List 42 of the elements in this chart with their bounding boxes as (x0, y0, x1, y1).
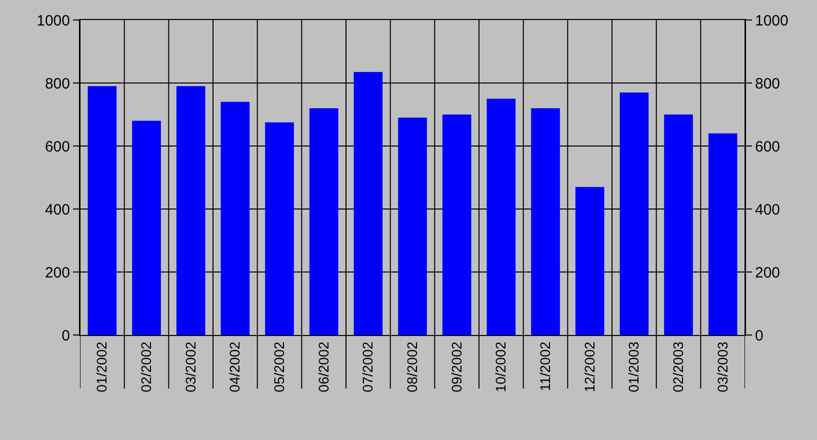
y2-tick-label: 800 (755, 75, 780, 92)
x-tick-label: 02/2002 (138, 341, 154, 392)
bar (620, 92, 649, 335)
bar (220, 102, 250, 335)
bar (664, 114, 693, 335)
bar (398, 118, 427, 335)
bar (531, 108, 560, 335)
bar (575, 186, 604, 335)
x-tick-label: 01/2003 (626, 341, 642, 392)
x-tick-label: 05/2002 (271, 341, 288, 392)
x-tick-label: 06/2002 (315, 341, 332, 392)
bar (176, 86, 206, 335)
bar (486, 98, 516, 335)
y2-tick-label: 0 (755, 327, 764, 344)
bar (354, 72, 383, 335)
x-tick-label: 04/2002 (226, 341, 243, 392)
x-tick-label: 03/2002 (182, 341, 198, 392)
x-tick-label: 08/2002 (404, 341, 420, 392)
y2-tick-label: 200 (755, 264, 780, 282)
y2-tick-label: 1000 (755, 12, 788, 30)
bar (708, 133, 738, 335)
bar (265, 122, 294, 335)
bar (132, 120, 161, 335)
y-tick-label: 400 (44, 201, 70, 218)
x-tick-label: 03/2003 (714, 341, 730, 392)
y-tick-label: 800 (44, 75, 70, 92)
y-tick-label: 0 (62, 327, 70, 344)
bar (442, 114, 472, 335)
x-tick-label: 01/2002 (94, 341, 110, 392)
x-tick-label: 07/2002 (360, 341, 376, 392)
y-tick-label: 200 (44, 264, 70, 282)
x-tick-label: 10/2002 (492, 341, 509, 392)
bar (309, 108, 338, 335)
x-tick-label: 11/2002 (537, 341, 554, 392)
y-tick-label: 1000 (36, 12, 70, 30)
y-tick-label: 600 (44, 138, 70, 156)
y2-tick-label: 400 (755, 201, 780, 218)
x-tick-label: 12/2002 (581, 341, 598, 392)
bar (88, 86, 117, 335)
x-tick-label: 02/2003 (670, 341, 686, 392)
y2-tick-label: 600 (755, 138, 780, 156)
x-tick-label: 09/2002 (448, 341, 464, 392)
